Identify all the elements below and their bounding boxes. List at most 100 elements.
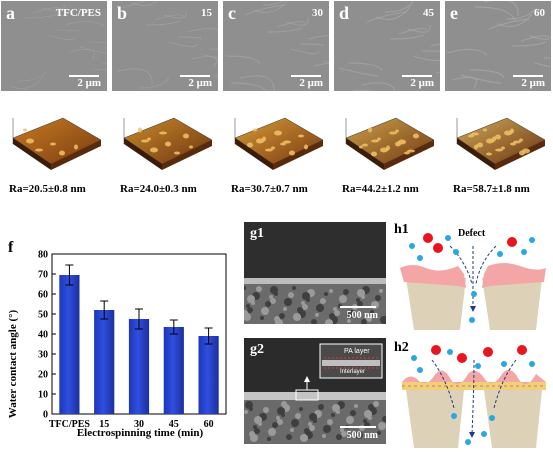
red-particle <box>483 347 493 357</box>
x-tick-label: 45 <box>169 419 179 430</box>
blue-particle <box>481 431 487 437</box>
sem-image-e: e 60 2 μm <box>445 1 551 91</box>
bar-45 <box>163 327 184 414</box>
inset-pa-layer-label: PA layer <box>344 348 370 355</box>
bar-15 <box>94 310 115 414</box>
chart-ylabel: Water contact angle (°) <box>7 309 19 418</box>
blue-particle <box>417 367 423 373</box>
red-particle <box>507 237 517 247</box>
schematic-h2-label: h2 <box>394 340 409 355</box>
panel-letter: a <box>6 3 15 23</box>
blue-particle <box>497 251 503 257</box>
y-tick-label: 30 <box>38 350 48 361</box>
scale-bar <box>513 75 543 77</box>
scale-bar <box>340 426 376 428</box>
cross-section-g1-label: g1 <box>250 226 264 241</box>
blue-particle <box>501 361 507 367</box>
panel-letter: e <box>450 3 458 23</box>
error-bar <box>135 308 143 330</box>
y-tick-label: 10 <box>38 390 48 401</box>
contact-angle-chart: f 0 10 20 30 40 50 60 70 80 TFC/PES 15 30 45 60 Water… <box>7 239 227 439</box>
sem-texture <box>446 1 551 89</box>
blue-particle <box>529 361 535 367</box>
schematic-h1-label: h1 <box>394 222 409 237</box>
scale-text: 500 nm <box>346 430 378 441</box>
sample-label: TFC/PES <box>55 7 101 19</box>
blue-particle <box>475 363 481 369</box>
blue-particle <box>447 349 453 355</box>
afm-surface-c <box>234 117 324 170</box>
afm-surface-b <box>123 117 213 170</box>
roughness-label: Ra=20.5±0.8 nm <box>9 183 86 195</box>
blue-particle <box>451 413 457 419</box>
roughness-label: Ra=24.0±0.3 nm <box>120 183 197 195</box>
support-right <box>482 278 542 330</box>
sem-image-d: d 45 2 μm <box>334 1 440 91</box>
chart-panel-letter: f <box>8 239 14 256</box>
y-tick-label: 0 <box>43 410 48 421</box>
red-particle <box>431 345 441 355</box>
scale-bar <box>402 75 432 77</box>
afm-surface-d <box>345 117 435 170</box>
scale-text: 2 μm <box>77 77 101 89</box>
support-right <box>484 390 542 448</box>
roughness-label: Ra=58.7±1.8 nm <box>453 183 530 195</box>
scale-bar <box>69 75 99 77</box>
red-particle <box>423 233 433 243</box>
error-bar <box>169 319 178 335</box>
roughness-label: Ra=44.2±1.2 nm <box>342 183 419 195</box>
blue-particle <box>469 317 475 323</box>
blue-particle <box>465 439 471 445</box>
scale-bar <box>340 306 376 308</box>
error-bar <box>100 300 109 320</box>
support-left <box>406 390 464 448</box>
x-tick-label: 60 <box>204 419 214 430</box>
blue-particle <box>417 255 423 261</box>
chart-xlabel: Electrospinning time (min) <box>77 427 204 439</box>
roughness-label: Ra=30.7±0.7 nm <box>231 183 308 195</box>
panel-letter: d <box>339 3 350 23</box>
error-bar <box>204 327 213 345</box>
cross-section-g1: g1 500 nm <box>244 222 386 324</box>
sem-image-a: a TFC/PES 2 μm <box>1 1 107 91</box>
sample-label: 30 <box>312 7 323 19</box>
pa-layer <box>400 265 466 288</box>
blue-particle <box>453 249 459 255</box>
blue-particle <box>409 243 415 249</box>
defect-label: Defect <box>458 228 486 239</box>
afm-surface-e <box>456 117 546 170</box>
bar-30 <box>128 319 150 414</box>
scale-text: 2 μm <box>521 77 545 89</box>
x-tick-label: TFC/PES <box>49 419 91 430</box>
sem-image-b: b 15 2 μm <box>112 1 218 91</box>
sem-image-c: c 30 2 μm <box>223 1 329 91</box>
schematic-h2 <box>402 345 546 448</box>
blue-particle <box>529 237 535 243</box>
y-tick-label: 50 <box>38 310 48 321</box>
error-bar <box>65 264 74 286</box>
sem-texture <box>1 1 107 89</box>
red-particle <box>457 353 467 363</box>
inset-interlayer-label: Interlayer <box>340 369 366 375</box>
sample-label: 45 <box>423 7 434 19</box>
panel-letter: b <box>117 3 128 23</box>
blue-particle <box>471 291 477 297</box>
blue-particle <box>489 415 495 421</box>
sem-texture <box>225 1 329 91</box>
sample-label: 15 <box>201 7 212 19</box>
red-particle <box>433 243 443 253</box>
cross-section-texture <box>244 222 386 324</box>
scale-bar <box>291 75 321 77</box>
blue-particle <box>445 235 451 241</box>
scale-text: 2 μm <box>188 77 212 89</box>
panel-letter: c <box>228 3 236 23</box>
sample-label: 60 <box>534 7 545 19</box>
red-particle <box>517 345 527 355</box>
schematic-h1 <box>400 233 546 330</box>
cross-section-g2: g2 PA layer Interlayer 500 nm <box>244 338 386 444</box>
y-tick-label: 60 <box>38 290 48 301</box>
blue-particle <box>521 249 527 255</box>
scale-text: 500 nm <box>346 310 378 321</box>
afm-surface-a <box>12 117 102 170</box>
y-tick-label: 20 <box>38 370 48 381</box>
